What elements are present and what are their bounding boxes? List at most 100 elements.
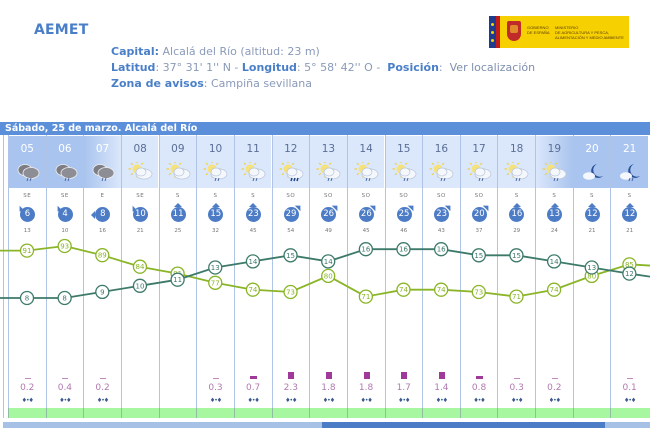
- rain-drops-icon: ♦•♦: [59, 397, 71, 404]
- sun-cloud-rain-icon: [354, 160, 380, 182]
- temperature-point: 8: [57, 290, 72, 306]
- svg-text:16: 16: [361, 246, 370, 254]
- wind-speed-badge: 10: [132, 207, 148, 222]
- precipitation-amount: 0.4: [57, 383, 73, 393]
- cloud-rain-night-icon: [53, 162, 79, 182]
- brand-title: AEMET: [34, 22, 89, 38]
- hour-column: 20 S 12 21: [572, 135, 611, 408]
- latitude-value: : 37° 31' 1'' N -: [155, 61, 242, 74]
- band-divider: [459, 408, 461, 418]
- wind-arrow-icon: [550, 203, 559, 207]
- wind-speed-badge: 29: [283, 207, 299, 222]
- position-separator: :: [438, 61, 443, 74]
- precipitation-bar: [363, 372, 370, 379]
- temperature-point: 15: [283, 248, 298, 263]
- hour-column: 16 SO 23 43 1.4 ♦•♦: [422, 135, 460, 408]
- wind-gust: 32: [212, 228, 219, 234]
- flag-stripe-icon: [496, 16, 500, 48]
- capital-label: Capital:: [111, 45, 159, 58]
- svg-text:93: 93: [60, 243, 69, 251]
- horizontal-scrollbar[interactable]: [3, 422, 650, 428]
- wind-gust: 49: [324, 228, 332, 234]
- temperature-point: 14: [546, 254, 562, 269]
- capital-line: Capital: Alcalá del Río (altitud: 23 m): [111, 44, 535, 60]
- wind-speed-badge: 16: [509, 207, 525, 222]
- svg-text:74: 74: [399, 286, 408, 294]
- svg-text:16: 16: [399, 246, 408, 254]
- rain-drops-icon: ♦•♦: [435, 397, 448, 404]
- svg-text:74: 74: [437, 286, 446, 294]
- precipitation-bar: [551, 377, 558, 379]
- hour-label: 11: [246, 143, 260, 155]
- hour-column: 08 SE 10 21: [120, 135, 159, 408]
- wind-gust: 16: [99, 228, 107, 234]
- temperature-point: 14: [321, 254, 336, 269]
- svg-text:91: 91: [23, 247, 32, 255]
- hour-column: 14 SO 26 45 1.8 ♦•♦: [346, 135, 385, 408]
- sun-cloud-rain-icon: [467, 160, 493, 182]
- band-divider: [384, 408, 386, 418]
- wind-arrow-icon: [249, 203, 258, 207]
- moon-cloud-icon: [580, 162, 606, 182]
- day-title-bar: Sábado, 25 de marzo. Alcalá del Río: [0, 122, 650, 135]
- precipitation-bar: [100, 377, 107, 379]
- hour-label: 20: [585, 143, 599, 155]
- scrollbar-thumb[interactable]: [322, 422, 605, 428]
- band-divider: [83, 408, 85, 418]
- sun-cloud-rain-icon: [316, 160, 342, 182]
- svg-text:77: 77: [211, 279, 220, 287]
- hour-label: 07: [95, 143, 110, 155]
- rain-drops-icon: ♦•♦: [398, 397, 410, 404]
- svg-text:9: 9: [100, 288, 104, 296]
- band-divider: [346, 408, 348, 418]
- longitude-value: : 5° 58' 42'' O -: [296, 61, 384, 74]
- humidity-point: 93: [57, 238, 72, 254]
- wind-gust: 54: [287, 228, 295, 234]
- humidity-point: 74: [433, 282, 449, 297]
- wind-direction: SE: [136, 193, 145, 199]
- hour-column: 05 SE 6 13 0.2 ♦•♦: [8, 135, 46, 408]
- band-divider: [45, 408, 47, 418]
- hour-column: 06 SE 4 10 0.4 ♦•♦: [45, 135, 84, 408]
- humidity-point: 74: [546, 282, 562, 297]
- wind-speed-badge: 11: [170, 207, 186, 222]
- precipitation-bar: [514, 377, 521, 379]
- hour-label: 19: [547, 143, 562, 155]
- wind-speed-badge: 26: [321, 207, 337, 222]
- wind-speed-badge: 15: [208, 207, 224, 222]
- humidity-point: 89: [95, 248, 110, 263]
- wind-arrow-icon: [211, 203, 220, 207]
- svg-text:74: 74: [248, 286, 257, 294]
- rain-drops-icon: ♦•♦: [511, 397, 523, 404]
- band-divider: [233, 408, 235, 418]
- humidity-point: 80: [321, 268, 336, 284]
- wind-arrow-icon: [512, 203, 521, 207]
- hour-column: 13 SO 26 49 1.8 ♦•♦: [309, 135, 347, 408]
- temperature-point: 15: [509, 248, 524, 263]
- hour-column: 18 S 16 29 0.3 ♦•♦: [497, 135, 535, 408]
- latitude-label: Latitud: [111, 61, 156, 74]
- warning-level-band: [8, 408, 650, 418]
- svg-text:80: 80: [324, 272, 333, 280]
- temperature-point: 10: [132, 278, 148, 293]
- wind-speed-badge: 12: [622, 207, 638, 222]
- precipitation-bar: [325, 372, 332, 379]
- svg-text:8: 8: [62, 295, 66, 303]
- humidity-point: 91: [19, 243, 35, 258]
- star-icon: [491, 39, 494, 42]
- svg-text:12: 12: [625, 270, 634, 278]
- position-label: Posición: [387, 61, 439, 74]
- wind-speed-badge: 23: [434, 207, 450, 222]
- wind-direction: S: [175, 193, 180, 199]
- precipitation-bar: [62, 377, 69, 379]
- hour-label: 14: [359, 143, 373, 155]
- hour-label: 08: [133, 143, 147, 155]
- hour-label: 05: [20, 143, 34, 155]
- rain-drops-icon: ♦•♦: [623, 397, 636, 404]
- wind-speed-badge: 25: [396, 207, 412, 222]
- view-location-link[interactable]: Ver localización: [449, 61, 536, 74]
- wind-direction: S: [590, 193, 594, 199]
- star-icon: [491, 31, 494, 34]
- capital-value: Alcalá del Río (altitud: 23 m): [162, 45, 320, 58]
- wind-speed-badge: 6: [20, 207, 35, 222]
